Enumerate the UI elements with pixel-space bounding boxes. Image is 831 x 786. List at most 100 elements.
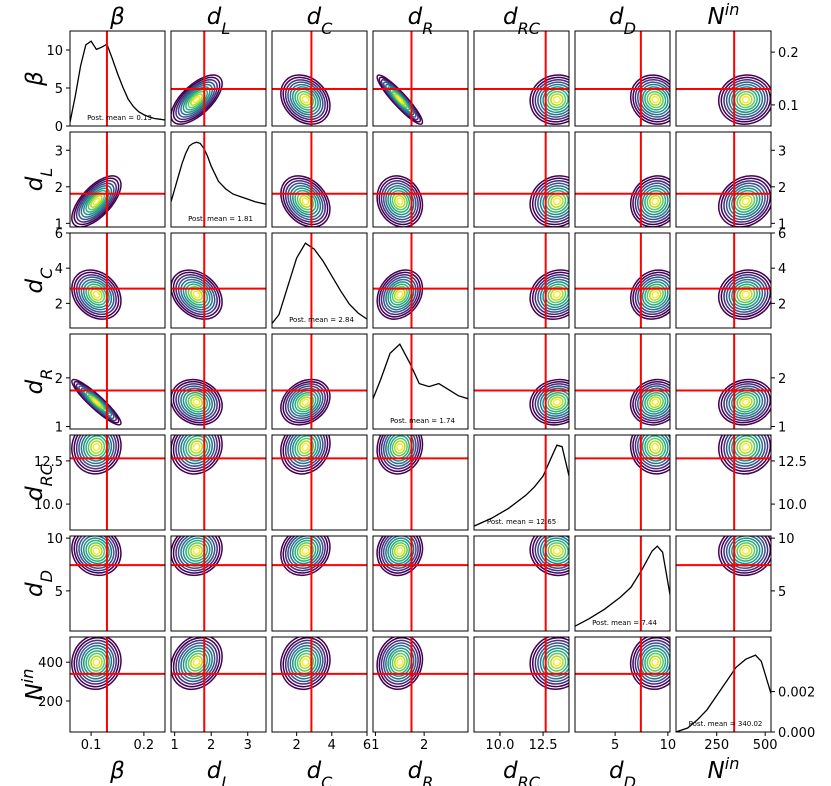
contour-level-9 (741, 546, 751, 555)
y-tick-label: 2 (55, 181, 63, 196)
row-label-d_C: dC (22, 267, 56, 294)
contour-level-1 (172, 536, 221, 574)
contour-level-1 (632, 271, 670, 318)
contour-level-7 (296, 652, 315, 672)
panel-d_D-d_R (373, 536, 468, 631)
contour-level-9 (552, 95, 562, 104)
panel-frame (473, 535, 570, 632)
panel-frame (271, 434, 368, 531)
panel-frame (170, 30, 267, 127)
panel-frame (69, 131, 166, 228)
contour-level-7 (646, 90, 664, 109)
column-title-d_D: dD (609, 4, 636, 38)
panel-d_R-d_L (171, 334, 266, 429)
contour-level-6 (644, 391, 667, 413)
contour-level-4 (728, 83, 764, 116)
x-tick-label: 4 (328, 738, 336, 753)
contour-level-1 (282, 637, 329, 688)
contour-level-8 (648, 396, 662, 409)
contour-level-1 (378, 637, 421, 688)
contour-level-5 (82, 435, 110, 462)
x-tick-label: 0.2 (134, 738, 155, 753)
contour-level-2 (634, 383, 670, 422)
post-mean-text: Post. mean = 1.81 (188, 215, 253, 223)
contour-level-7 (87, 542, 106, 560)
contour-level-9 (92, 290, 101, 299)
contour-level-9 (396, 290, 404, 299)
panel-N_in-N_in (676, 637, 771, 732)
column-title-N_in: Nin (708, 0, 740, 30)
contour-level-6 (544, 189, 569, 213)
contour-level-9 (651, 657, 660, 667)
contour-level-0 (529, 536, 569, 577)
contour-level-3 (78, 435, 115, 467)
right-tick-label: 4 (778, 262, 786, 277)
panel-frame (170, 333, 267, 430)
contour-level-0 (376, 536, 424, 577)
panel-N_in-beta (70, 637, 165, 732)
contour-level-3 (287, 385, 324, 420)
panel-frame (675, 232, 772, 329)
contour-level-2 (534, 639, 569, 685)
contour-level-8 (190, 288, 204, 301)
panel-frame (271, 30, 368, 127)
contour-level-5 (82, 537, 110, 565)
contour-level-7 (547, 542, 567, 560)
contour-level-2 (75, 536, 117, 572)
contour-level-3 (287, 182, 324, 221)
contour-level-7 (187, 652, 206, 672)
panel-frame (574, 131, 671, 228)
contour-level-4 (539, 83, 569, 116)
contour-level-5 (542, 537, 569, 565)
contour-level-1 (73, 536, 120, 574)
panel-d_L-N_in (676, 132, 771, 227)
column-title-d_L: dL (207, 4, 231, 38)
contour-level-5 (641, 389, 669, 415)
contour-level-7 (87, 437, 106, 457)
panel-d_RC-d_L (171, 435, 266, 530)
y-tick-label: 10 (46, 44, 63, 59)
panel-d_RC-N_in (676, 435, 771, 530)
panel-d_L-d_C (272, 132, 367, 227)
contour-level-7 (736, 542, 756, 560)
contour-level-6 (544, 650, 569, 675)
panel-d_R-N_in (676, 334, 771, 429)
contour-level-9 (192, 95, 201, 104)
contour-level-7 (391, 652, 408, 672)
y-tick-label: 6 (55, 227, 63, 242)
contour-level-0 (718, 378, 771, 426)
contour-level-9 (92, 657, 101, 667)
panel-d_L-d_R (373, 132, 468, 227)
panel-d_R-beta (70, 334, 165, 429)
contour-level-8 (190, 396, 204, 409)
row-label-N_in: Nin (18, 669, 49, 701)
contour-level-4 (539, 387, 569, 417)
row-label-d_D: dD (22, 570, 56, 597)
y-tick-label: 1 (55, 421, 63, 436)
contour-level-9 (396, 546, 404, 555)
contour-level-1 (378, 435, 421, 473)
contour-level-8 (648, 288, 662, 301)
right-tick-label: 10 (778, 532, 795, 547)
density-line-d_R (373, 343, 468, 400)
density-line-d_RC (474, 444, 569, 527)
contour-level-7 (87, 652, 106, 672)
panel-d_R-d_RC (474, 334, 569, 429)
contour-level-2 (284, 435, 326, 470)
contour-level-1 (531, 637, 569, 688)
contour-level-3 (537, 81, 569, 118)
y-tick-label: 4 (55, 262, 63, 277)
contour-level-9 (741, 197, 751, 206)
contour-level-9 (192, 546, 201, 555)
contour-level-8 (738, 440, 753, 454)
contour-level-3 (382, 276, 417, 313)
contour-level-0 (629, 175, 670, 227)
panel-d_L-d_L (171, 132, 266, 227)
row-label-group-N_in: Nin (18, 669, 49, 701)
panel-d_D-d_D (575, 536, 670, 631)
contour-level-1 (73, 637, 120, 688)
x-axis-label-N_in: Nin (708, 754, 740, 785)
panel-frame (473, 30, 570, 127)
contour-level-2 (723, 435, 769, 470)
row-label-group-d_R: dR (22, 369, 56, 395)
